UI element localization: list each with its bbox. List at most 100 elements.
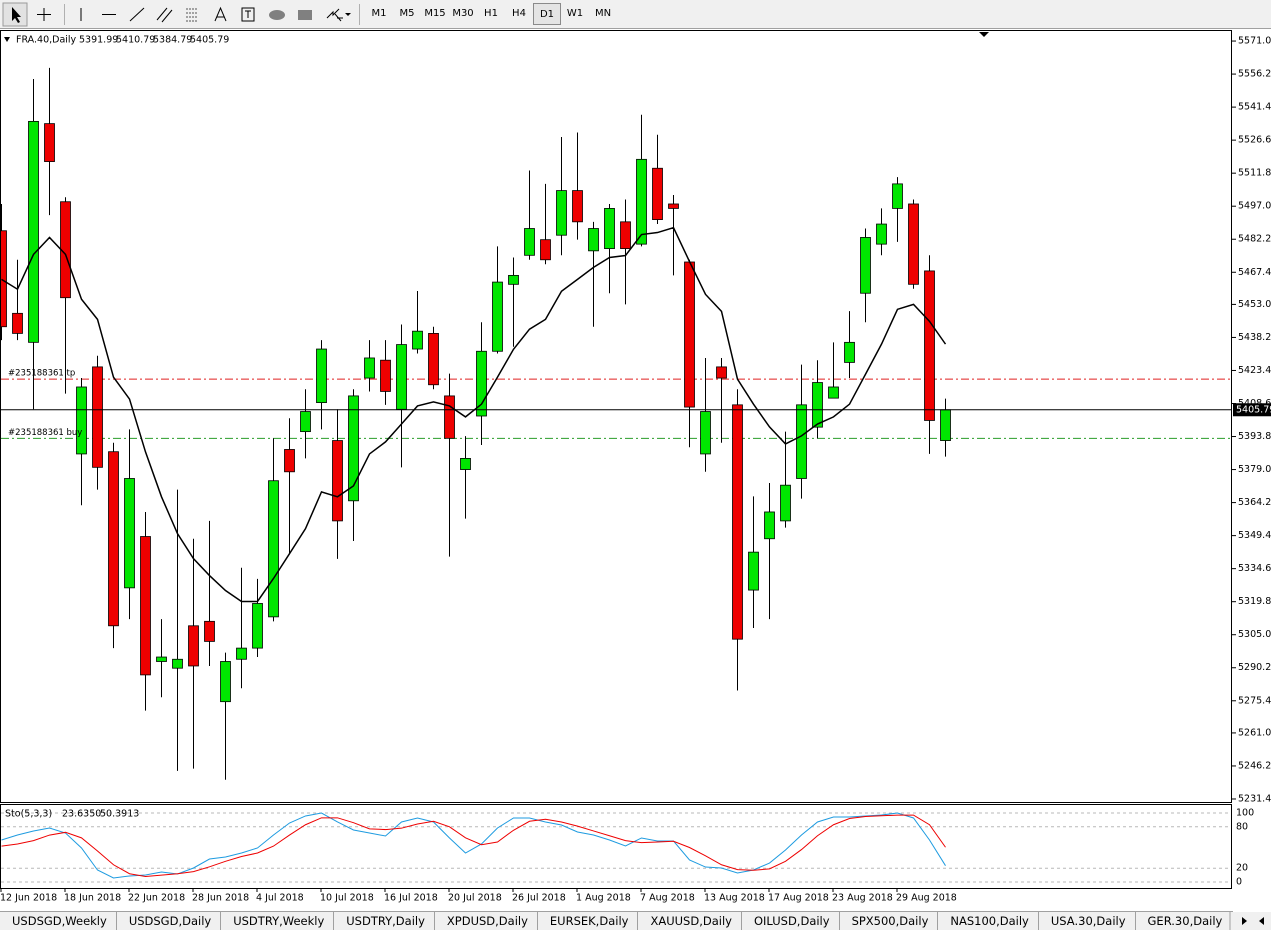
candle-body	[716, 366, 727, 379]
y-tick-label: 5319.80	[1238, 596, 1271, 607]
candle-body	[556, 190, 567, 236]
y-tick-label: 5246.20	[1238, 760, 1271, 771]
y-tick-label: 100	[1236, 808, 1254, 819]
x-tick-label: 16 Jul 2018	[384, 893, 438, 904]
candle-body	[684, 261, 695, 408]
y-tick-label: 5482.20	[1238, 234, 1271, 245]
timeframe-bar: M1 M5 M15 M30 H1 H4 D1 W1 MN	[365, 3, 617, 25]
candle-body	[364, 357, 375, 379]
price-label: 5405.79	[1236, 404, 1271, 415]
chart-tab[interactable]: USA.30,Daily	[1039, 912, 1136, 930]
candle-body	[764, 511, 775, 540]
y-tick-label: 5393.80	[1238, 431, 1271, 442]
timeframe-button[interactable]: W1	[566, 8, 584, 19]
candle-body	[396, 344, 407, 410]
timeframe-button[interactable]: H1	[484, 8, 498, 19]
candle-body	[268, 480, 279, 618]
chart-tab[interactable]: XAUUSD,Daily	[638, 912, 742, 930]
candle-body	[828, 386, 839, 399]
y-tick-label: 5334.60	[1238, 563, 1271, 574]
candle-body	[940, 409, 951, 441]
ellipse-tool[interactable]	[269, 10, 285, 20]
y-tick-label: 5511.80	[1238, 168, 1271, 179]
fibonacci-tool[interactable]	[186, 8, 198, 22]
candle-body	[508, 274, 519, 285]
candle-body	[924, 270, 935, 421]
candle-body	[76, 386, 87, 455]
x-tick-label: 4 Jul 2018	[256, 893, 304, 904]
rectangle-tool[interactable]	[298, 10, 312, 20]
tab-right[interactable]	[1259, 917, 1264, 925]
x-tick-label: 17 Aug 2018	[768, 893, 829, 904]
y-tick-label: 5571.00	[1238, 36, 1271, 47]
candle-body	[892, 183, 903, 209]
candle-body	[700, 411, 711, 455]
chart-tab[interactable]: USDTRY,Daily	[334, 912, 435, 930]
timeframe-button[interactable]: M1	[371, 8, 387, 19]
chart-tab[interactable]: EURSEK,Daily	[538, 912, 639, 930]
candle-body	[540, 239, 551, 261]
candle-body	[572, 190, 583, 223]
order-level-label: #235188361 tp	[8, 369, 75, 379]
y-tick-label: 5467.40	[1238, 267, 1271, 278]
timeframe-button[interactable]: M30	[452, 8, 474, 19]
channel-tool[interactable]	[156, 7, 173, 23]
crosshair-tool[interactable]	[37, 8, 51, 21]
cursor-icon	[12, 7, 21, 23]
chart-background	[0, 30, 1271, 911]
label-tool[interactable]	[241, 7, 255, 22]
chart-tab[interactable]: GER.30,Daily	[1136, 912, 1233, 930]
y-tick-label: 5290.20	[1238, 662, 1271, 673]
candle-body	[188, 625, 199, 667]
candle-body	[444, 395, 455, 439]
indicator-signal-value: 50.3913	[100, 809, 139, 820]
x-tick-label: 29 Aug 2018	[896, 893, 957, 904]
arrows-menu[interactable]	[345, 13, 351, 16]
candle-body	[476, 350, 487, 417]
candle-body	[108, 451, 119, 627]
chart-tab[interactable]: USDTRY,Weekly	[221, 912, 335, 930]
timeframe-button[interactable]: D1	[533, 3, 561, 25]
indicator-line	[1, 812, 946, 879]
chart-tab[interactable]: OILUSD,Daily	[742, 912, 840, 930]
indicator-panel-frame	[0, 804, 1232, 889]
candle-body	[796, 404, 807, 479]
y-tick-label: 5526.60	[1238, 135, 1271, 146]
tab-left[interactable]	[1242, 917, 1247, 925]
symbol-title: FRA.40,Daily	[16, 35, 77, 46]
chart-tab[interactable]: USDSGD,Weekly	[0, 912, 117, 930]
chart-tab[interactable]: USDSGD,Daily	[117, 912, 222, 930]
chart-tab[interactable]: NAS100,Daily	[938, 912, 1039, 930]
y-tick-label: 5497.00	[1238, 201, 1271, 212]
timeframe-button[interactable]: M15	[424, 8, 446, 19]
candle-body	[652, 167, 663, 220]
candle-body	[876, 223, 887, 245]
tab-navigation	[1229, 912, 1271, 930]
candle-body	[332, 440, 343, 522]
x-tick-label: 12 Jun 2018	[0, 893, 57, 904]
timeframe-button[interactable]: MN	[594, 8, 612, 19]
arrows-tool[interactable]	[326, 8, 343, 22]
candle-body	[620, 221, 631, 250]
candle-body	[860, 237, 871, 294]
trendline-tool[interactable]	[129, 7, 145, 22]
text-tool[interactable]	[214, 6, 227, 22]
plot-area	[1, 67, 1231, 883]
candle-body	[604, 208, 615, 250]
timeframe-button[interactable]: M5	[399, 8, 415, 19]
candle-body	[28, 120, 39, 343]
chart-tab[interactable]: XPDUSD,Daily	[435, 912, 538, 930]
x-tick-label: 28 Jun 2018	[192, 893, 249, 904]
x-tick-label: 26 Jul 2018	[512, 893, 566, 904]
chart-tab[interactable]: SPX500,Daily	[840, 912, 939, 930]
x-tick-label: 23 Aug 2018	[832, 893, 893, 904]
timeframe-button[interactable]: H4	[512, 8, 526, 19]
y-tick-label: 5275.40	[1238, 695, 1271, 706]
x-tick-label: 13 Aug 2018	[704, 893, 765, 904]
ohlc-open: 5391.99	[79, 35, 118, 46]
candle-body	[668, 203, 679, 209]
indicator-title: Sto(5,3,3)	[5, 809, 52, 820]
ohlc-low: 5384.79	[153, 35, 192, 46]
candle-body	[844, 341, 855, 363]
toolbar-separator	[64, 4, 360, 25]
